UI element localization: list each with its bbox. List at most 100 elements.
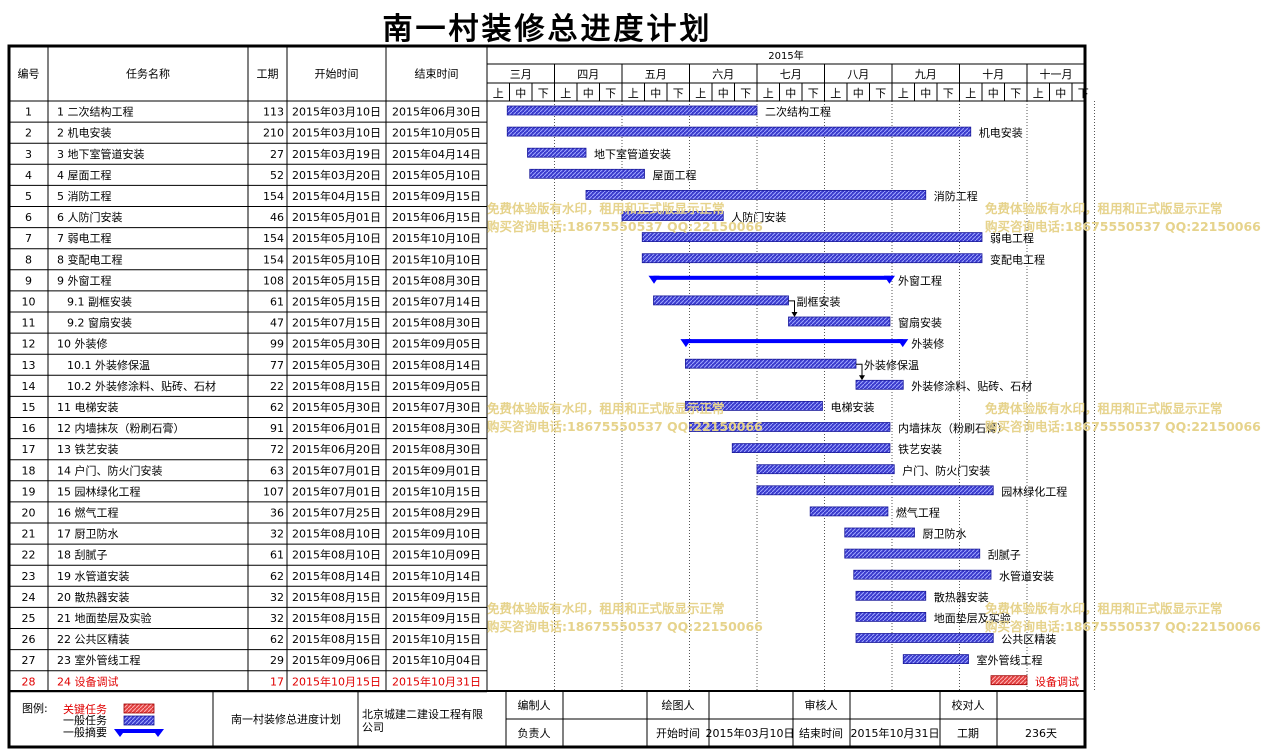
bar-label: 内墙抹灰（粉刷石膏） — [898, 421, 1008, 435]
task-bar — [844, 548, 981, 559]
footer-info-label: 负责人 — [518, 726, 551, 740]
task-end: 2015年10月10日 — [392, 252, 481, 266]
column-header: 结束时间 — [415, 68, 459, 81]
task-duration: 72 — [270, 443, 284, 456]
watermark-line1: 免费体验版有水印，租用和正式版显示正常 — [487, 401, 725, 416]
task-end: 2015年10月31日 — [392, 674, 481, 688]
watermark-line2: 购买咨询电话:18675550537 QQ:22150066 — [487, 419, 763, 434]
bar-label: 散热器安装 — [934, 590, 989, 604]
summary-right-cap — [897, 339, 909, 348]
month-label: 四月 — [577, 68, 599, 81]
task-id: 25 — [22, 612, 36, 625]
task-end: 2015年10月05日 — [392, 126, 481, 140]
task-id: 18 — [22, 464, 36, 477]
bar-label: 弱电工程 — [990, 232, 1034, 245]
task-duration: 29 — [270, 654, 284, 667]
task-start: 2015年03月10日 — [292, 105, 381, 119]
task-duration: 46 — [270, 211, 284, 224]
task-duration: 47 — [270, 317, 284, 330]
task-id: 16 — [22, 422, 36, 435]
legend-summary-cap-right — [152, 729, 164, 737]
task-id: 19 — [22, 485, 36, 498]
task-duration: 62 — [270, 401, 284, 414]
task-name: 15 园林绿化工程 — [57, 484, 141, 498]
summary-left-cap — [648, 275, 660, 284]
dekad-label: 下 — [1010, 87, 1021, 100]
task-name: 2 机电安装 — [57, 126, 112, 140]
task-duration: 62 — [270, 570, 284, 583]
task-bar — [506, 126, 972, 137]
task-id: 9 — [25, 274, 32, 287]
task-bar — [685, 400, 823, 411]
task-name: 16 燃气工程 — [57, 505, 119, 519]
bar-label: 机电安装 — [979, 126, 1023, 140]
watermark-line1: 免费体验版有水印，租用和正式版显示正常 — [487, 201, 725, 216]
task-start: 2015年06月01日 — [292, 421, 381, 435]
task-bar — [621, 211, 724, 221]
task-start: 2015年05月10日 — [292, 231, 381, 245]
task-duration: 91 — [270, 422, 284, 435]
task-name: 24 设备调试 — [57, 674, 119, 688]
task-end: 2015年08月30日 — [392, 421, 481, 435]
dekad-label: 上 — [628, 87, 639, 100]
chart-frame — [7, 44, 1087, 749]
month-label: 七月 — [780, 68, 802, 81]
bars-layer: 二次结构工程机电安装地下室管道安装屋面工程消防工程人防门安装弱电工程变配电工程外… — [506, 105, 1079, 688]
bar-label: 外装修保温 — [864, 358, 919, 372]
dependency-link — [856, 363, 863, 377]
task-duration: 210 — [263, 127, 284, 140]
bar-label: 二次结构工程 — [765, 105, 831, 119]
task-bar — [788, 316, 891, 327]
task-bar — [527, 147, 587, 158]
watermark-line2: 购买咨询电话:18675550537 QQ:22150066 — [985, 619, 1261, 634]
task-duration: 77 — [270, 359, 284, 372]
critical-task-bar — [990, 675, 1028, 686]
dekad-label: 下 — [1078, 87, 1089, 100]
task-start: 2015年08月14日 — [292, 569, 381, 583]
summary-left-cap — [680, 339, 692, 348]
task-end: 2015年10月04日 — [392, 653, 481, 667]
task-end: 2015年09月05日 — [392, 337, 481, 351]
task-start: 2015年05月15日 — [292, 294, 381, 308]
footer-sign-label: 编制人 — [518, 698, 551, 712]
task-bar — [685, 358, 857, 369]
dekad-label: 下 — [808, 87, 819, 100]
bar-label: 外窗工程 — [898, 273, 942, 287]
footer-sign-label: 校对人 — [952, 698, 985, 712]
task-start: 2015年08月15日 — [292, 379, 381, 393]
task-id: 24 — [22, 591, 36, 604]
task-end: 2015年10月09日 — [392, 548, 481, 562]
bar-label: 屋面工程 — [653, 169, 697, 182]
dekad-label: 中 — [583, 87, 594, 100]
month-label: 九月 — [915, 68, 937, 81]
task-name: 10 外装修 — [57, 337, 108, 351]
watermark-line1: 免费体验版有水印，租用和正式版显示正常 — [985, 201, 1223, 216]
task-start: 2015年03月19日 — [292, 147, 381, 161]
bar-label: 人防门安装 — [731, 210, 786, 224]
task-id: 12 — [22, 338, 36, 351]
legend-summary-cap-left — [114, 729, 126, 737]
bar-label: 园林绿化工程 — [1001, 484, 1067, 498]
task-name: 23 室外管线工程 — [57, 653, 141, 667]
task-start: 2015年08月15日 — [292, 590, 381, 604]
legend-critical-label: 关键任务 — [63, 702, 107, 716]
footer-start-value: 2015年03月10日 — [706, 726, 795, 740]
dekad-label: 上 — [965, 87, 976, 100]
task-bar — [731, 443, 891, 454]
task-start: 2015年05月01日 — [292, 210, 381, 224]
task-bar — [855, 379, 904, 390]
dekad-label: 中 — [650, 87, 661, 100]
dekad-label: 下 — [538, 87, 549, 100]
task-name: 19 水管道安装 — [57, 569, 130, 583]
bar-label: 电梯安装 — [830, 400, 874, 414]
task-bar — [855, 633, 994, 643]
bar-label: 设备调试 — [1035, 674, 1079, 688]
task-start: 2015年09月06日 — [292, 653, 381, 667]
task-duration: 62 — [270, 633, 284, 646]
task-duration: 154 — [263, 253, 284, 266]
footer-info-label: 开始时间 — [656, 726, 700, 740]
task-start: 2015年05月30日 — [292, 337, 381, 351]
task-id: 6 — [25, 211, 32, 224]
watermark-line2: 购买咨询电话:18675550537 QQ:22150066 — [985, 419, 1261, 434]
